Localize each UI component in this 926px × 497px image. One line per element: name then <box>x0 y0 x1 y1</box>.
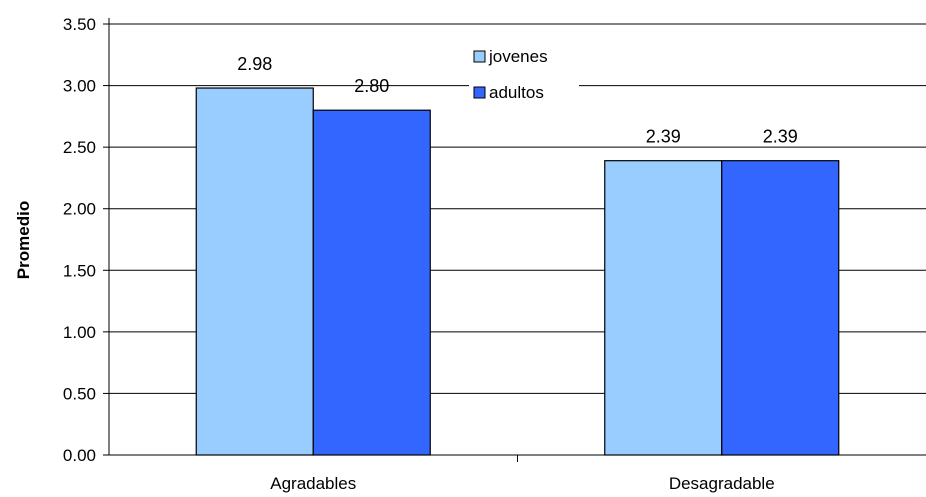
legend-swatch-adultos <box>473 86 486 99</box>
y-tick-label: 1.50 <box>63 261 96 280</box>
bar-adultos-0 <box>312 109 431 456</box>
y-tick-labels: 0.00 0.50 1.00 1.50 2.00 2.50 3.00 3.50 <box>63 15 109 465</box>
y-tick-label: 3.00 <box>63 77 96 96</box>
y-tick-label: 3.50 <box>63 15 96 34</box>
category-labels: Agradables Desagradable <box>270 474 774 493</box>
legend-box <box>469 41 579 117</box>
y-tick-label: 2.50 <box>63 138 96 157</box>
legend-label-adultos: adultos <box>489 83 544 102</box>
axes <box>108 18 926 462</box>
category-label: Desagradable <box>669 474 775 493</box>
y-tick-label: 0.50 <box>63 384 96 403</box>
y-axis-label: Promedio <box>14 201 33 279</box>
category-label: Agradables <box>270 474 356 493</box>
bar-adultos-1 <box>721 160 840 456</box>
y-tick-label: 2.00 <box>63 200 96 219</box>
legend: jovenes adultos <box>469 41 579 117</box>
y-tick-label: 0.00 <box>63 446 96 465</box>
data-label: 2.80 <box>354 76 389 96</box>
bar-jovenes-0 <box>195 87 314 456</box>
data-labels: 2.98 2.80 2.39 2.39 <box>237 54 798 147</box>
data-label: 2.39 <box>763 127 798 147</box>
data-label: 2.98 <box>237 54 272 74</box>
bar-jovenes-1 <box>604 160 723 456</box>
bars <box>195 87 840 456</box>
y-tick-label: 1.00 <box>63 323 96 342</box>
legend-label-jovenes: jovenes <box>488 47 548 66</box>
legend-swatch-jovenes <box>473 50 486 63</box>
data-label: 2.39 <box>646 127 681 147</box>
